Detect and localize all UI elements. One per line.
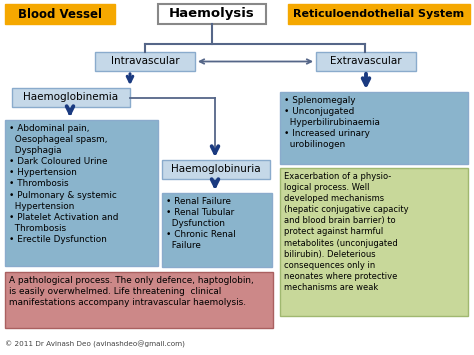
FancyBboxPatch shape — [162, 160, 270, 179]
Text: • Renal Failure
• Renal Tubular
  Dysfunction
• Chronic Renal
  Failure: • Renal Failure • Renal Tubular Dysfunct… — [166, 197, 236, 250]
FancyBboxPatch shape — [316, 52, 416, 71]
FancyBboxPatch shape — [162, 193, 272, 267]
Text: Haemoglobinuria: Haemoglobinuria — [171, 164, 261, 175]
Text: Reticuloendothelial System: Reticuloendothelial System — [293, 9, 465, 19]
Text: Intravascular: Intravascular — [111, 56, 179, 66]
FancyBboxPatch shape — [5, 120, 158, 266]
Text: Haemolysis: Haemolysis — [169, 7, 255, 21]
Text: • Splenomegaly
• Unconjugated
  Hyperbilirubinaemia
• Increased urinary
  urobil: • Splenomegaly • Unconjugated Hyperbilir… — [284, 96, 380, 149]
Text: Haemoglobinemia: Haemoglobinemia — [23, 93, 118, 103]
Text: Extravascular: Extravascular — [330, 56, 402, 66]
FancyBboxPatch shape — [5, 272, 273, 328]
Text: • Abdominal pain,
  Oesophageal spasm,
  Dysphagia
• Dark Coloured Urine
• Hyper: • Abdominal pain, Oesophageal spasm, Dys… — [9, 124, 118, 244]
FancyBboxPatch shape — [95, 52, 195, 71]
Text: Blood Vessel: Blood Vessel — [18, 7, 102, 21]
Text: © 2011 Dr Avinash Deo (avinashdeo@gmail.com): © 2011 Dr Avinash Deo (avinashdeo@gmail.… — [5, 341, 185, 348]
FancyBboxPatch shape — [5, 4, 115, 24]
FancyBboxPatch shape — [280, 168, 468, 316]
FancyBboxPatch shape — [288, 4, 470, 24]
Text: A pathological process. The only defence, haptoglobin,
is easily overwhelmed. Li: A pathological process. The only defence… — [9, 276, 254, 307]
FancyBboxPatch shape — [158, 4, 266, 24]
FancyBboxPatch shape — [280, 92, 468, 164]
FancyBboxPatch shape — [12, 88, 130, 107]
Text: Exacerbation of a physio-
logical process. Well
developed mechanisms
(hepatic co: Exacerbation of a physio- logical proces… — [284, 172, 409, 292]
